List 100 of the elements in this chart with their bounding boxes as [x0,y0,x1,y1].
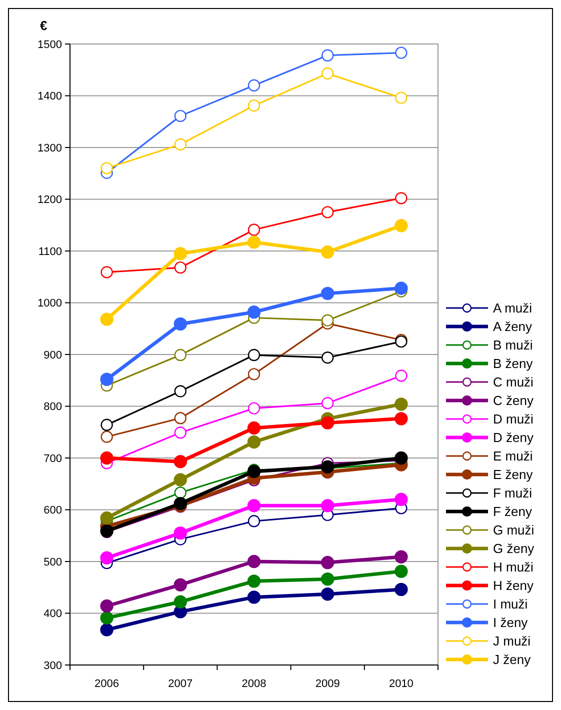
point [321,499,334,512]
point [321,556,334,570]
point [395,46,408,59]
point [174,110,186,122]
point [395,92,408,104]
x-tick-label: 2010 [388,678,414,690]
point [322,67,334,80]
legend-label: I muži [493,596,528,612]
point [174,473,187,486]
legend-label: F ženy [493,504,533,520]
y-tick-label: 500 [44,556,62,568]
y-tick-label: 1000 [38,298,62,310]
point [322,397,334,410]
legend-label: D ženy [493,430,534,446]
point [174,578,187,592]
point [100,372,114,386]
point [394,219,408,232]
point [174,526,187,540]
point [174,246,187,260]
y-tick-label: 900 [44,349,62,362]
point [100,430,113,443]
point [174,385,186,398]
point [247,236,261,249]
point [100,551,114,564]
point [322,206,334,218]
point [247,574,261,588]
legend-label: E ženy [493,467,534,482]
point [248,79,260,92]
point [100,623,114,636]
legend-label: H muži [493,560,534,575]
legend-label: J ženy [493,652,532,668]
point [174,317,187,331]
point [247,421,261,435]
point [174,348,186,362]
x-tick-label: 2006 [94,678,120,690]
legend-label: C muži [493,374,534,390]
y-tick-label: 300 [44,660,62,672]
legend-label: A ženy [493,319,533,334]
point [322,49,334,62]
point [247,590,261,604]
point [247,464,261,478]
legend-label: G ženy [493,541,535,556]
point [394,492,408,506]
point [394,564,408,578]
legend-label: B muži [493,338,533,353]
point [100,451,114,465]
y-tick-label: 800 [44,401,62,414]
point [174,595,187,608]
legend-label: I ženy [493,615,528,630]
legend-label: C ženy [493,393,534,408]
point [174,261,186,274]
point [174,426,186,439]
y-tick-label: 700 [44,452,62,465]
x-tick-label: 2007 [168,678,193,690]
point [100,511,114,525]
point [321,286,334,300]
point [100,611,114,625]
y-tick-label: 1200 [38,194,62,206]
point [321,416,334,430]
point [322,314,334,326]
point [174,138,186,150]
legend-label: J muži [493,634,531,649]
point [394,582,408,596]
point [394,282,408,295]
legend-label: E muži [493,448,533,464]
legend-label: B ženy [493,356,534,372]
point [248,224,260,236]
point [248,348,260,362]
legend-label: A muži [493,300,532,316]
legend-label: F muži [493,486,532,501]
point [395,192,408,204]
point [394,398,408,411]
point [247,305,261,319]
y-tick-label: 400 [44,608,62,620]
point [395,370,408,382]
point [394,451,408,465]
point [247,499,261,512]
point [321,588,334,601]
point [248,99,260,112]
legend-label: H ženy [493,578,534,594]
point [394,412,408,426]
point [100,162,113,174]
point [321,572,334,586]
y-tick-label: 1100 [38,246,62,258]
x-tick-label: 2009 [315,678,340,690]
point [100,266,113,278]
y-tick-label: 600 [44,504,62,517]
x-tick-label: 2008 [242,678,266,690]
point [100,418,113,431]
point [394,550,408,564]
point [248,368,260,380]
point [100,312,114,326]
y-tick-label: 1400 [38,90,62,103]
point [248,515,260,528]
point [322,352,334,364]
y-tick-label: 1500 [38,38,62,51]
point [321,245,334,259]
point [247,554,261,568]
point [174,486,186,499]
legend-label: G muži [493,522,534,538]
